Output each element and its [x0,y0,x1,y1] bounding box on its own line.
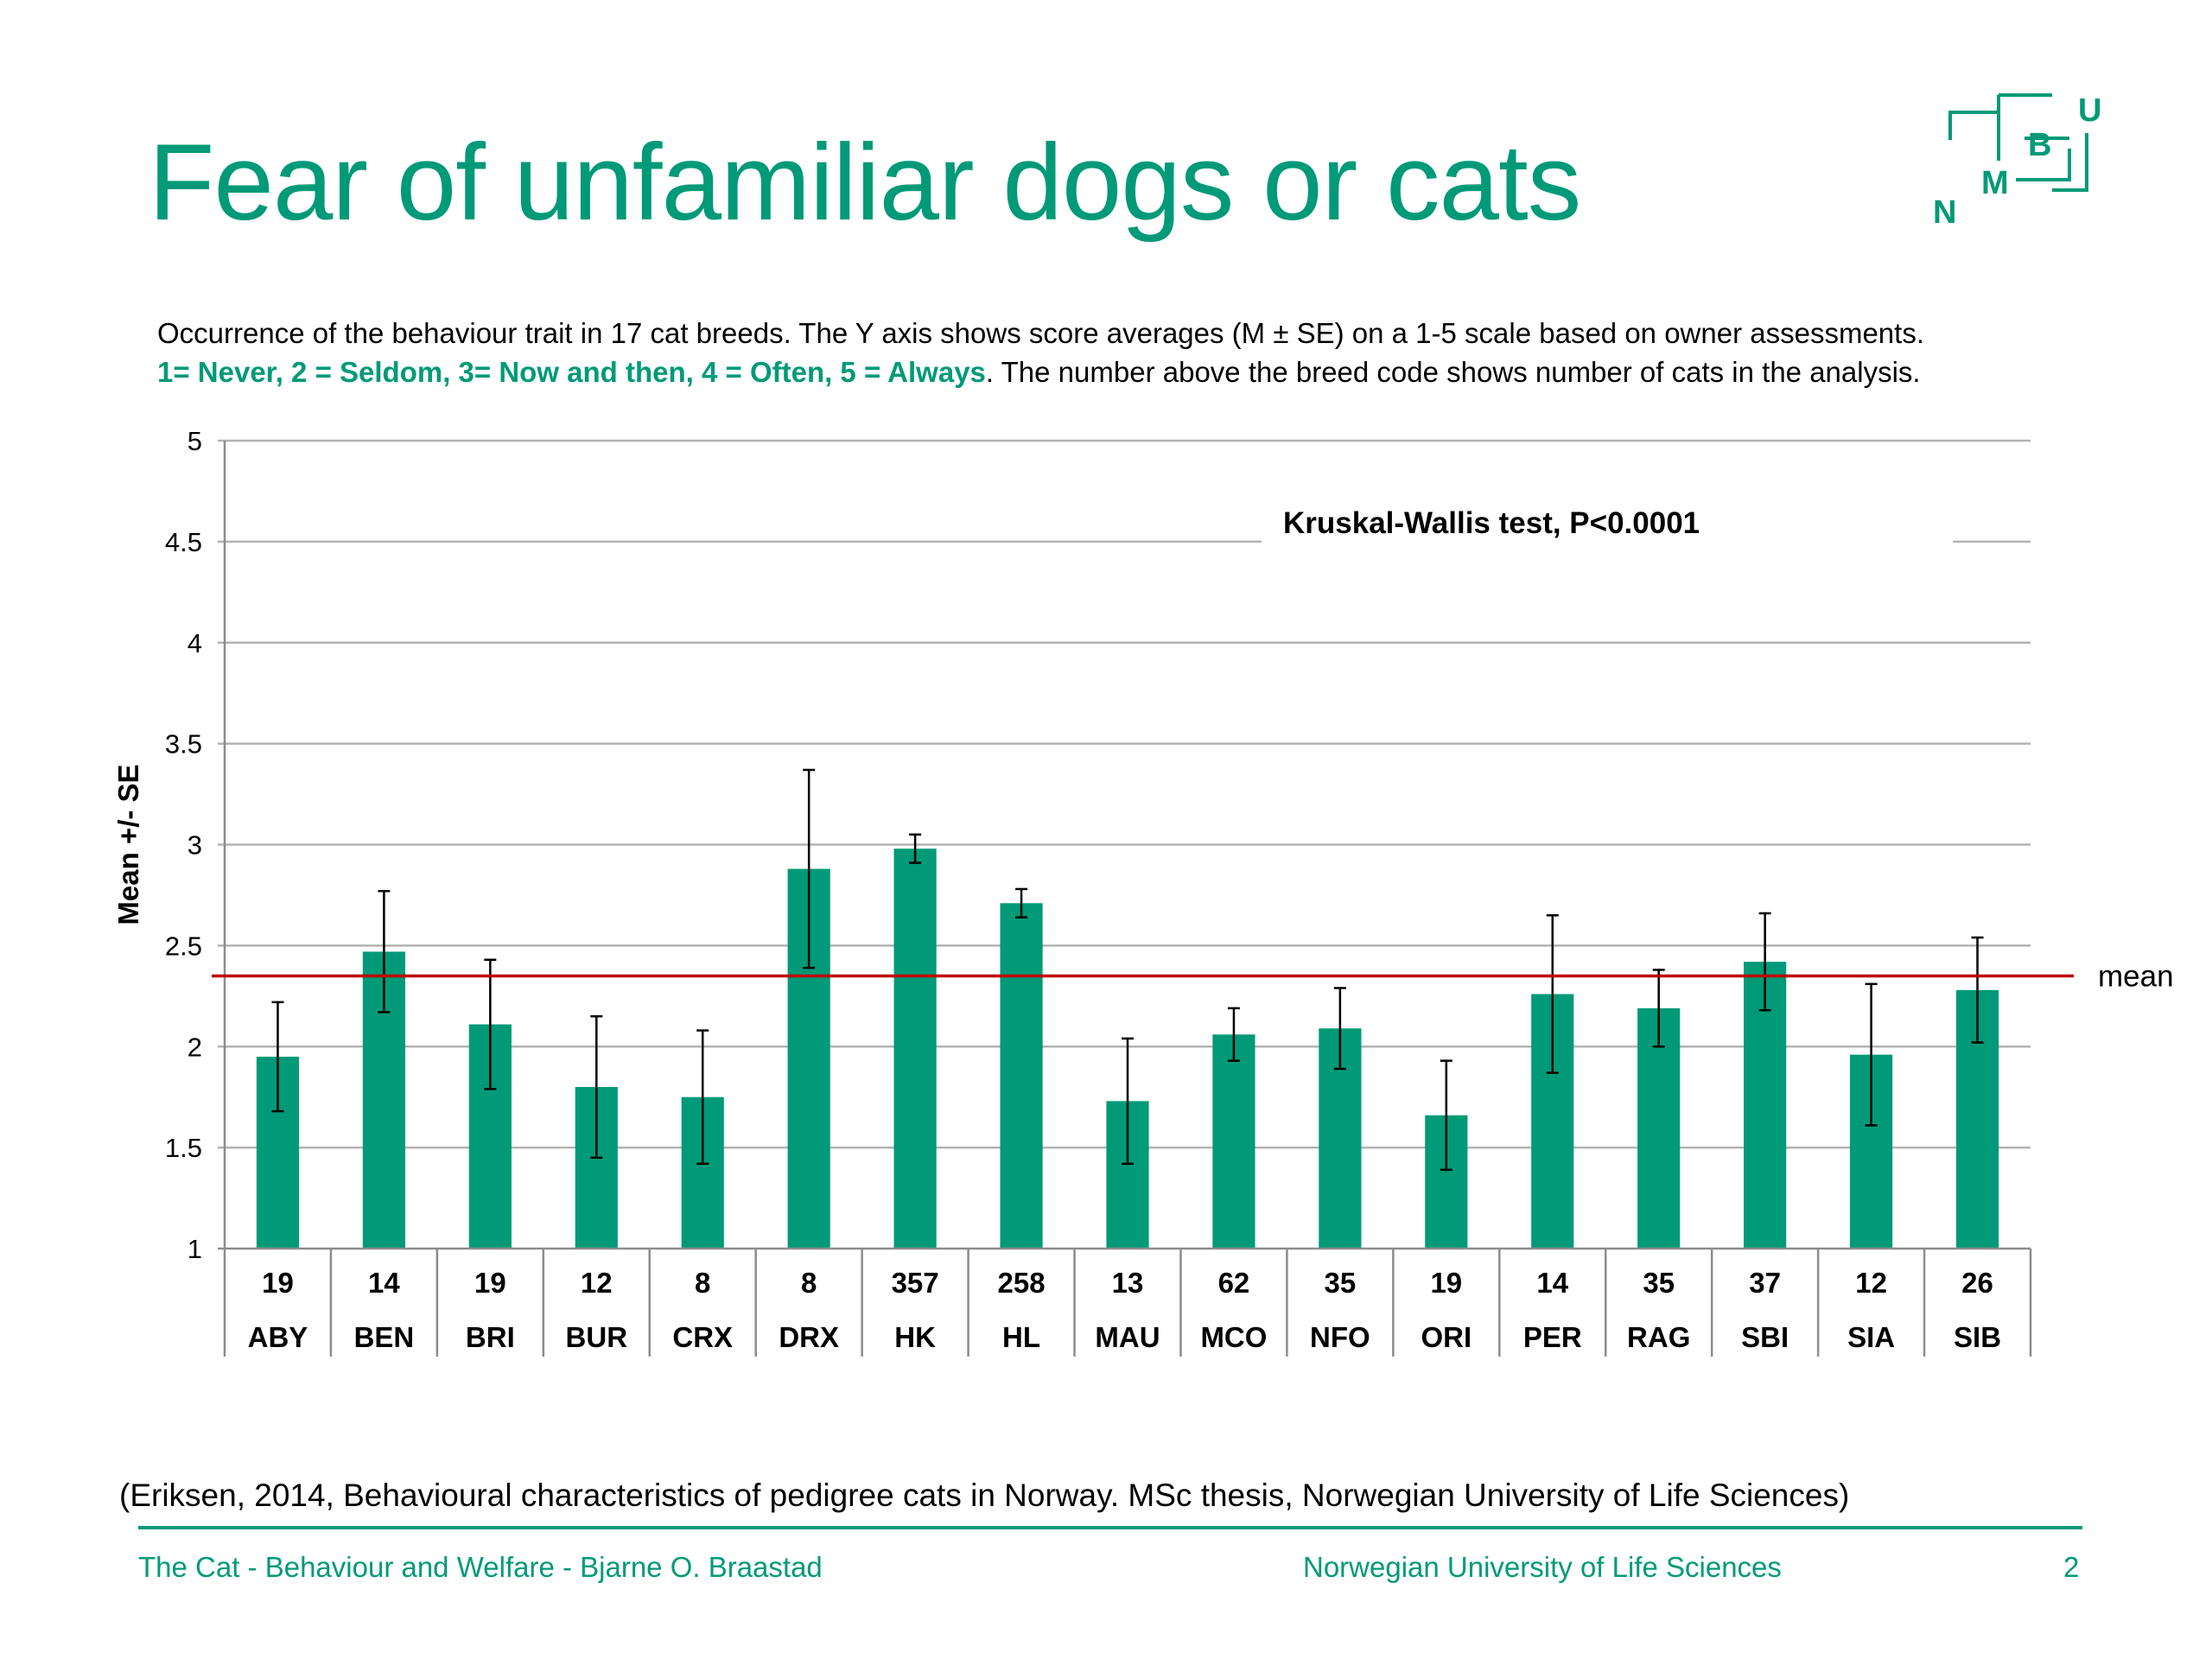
breed-code-label: MAU [1095,1321,1160,1353]
footer-university: Norwegian University of Life Sciences [1303,1551,1782,1583]
breed-code-label: BRI [466,1321,515,1353]
footer-course-title: The Cat - Behaviour and Welfare - Bjarne… [138,1551,823,1583]
cat-count-label: 14 [1536,1267,1568,1299]
breed-code-label: HK [894,1321,936,1353]
y-tick-label: 1 [188,1234,202,1264]
breed-code-label: SBI [1741,1321,1789,1353]
bar-chart: 1 1.5 2 2.5 3 3.5 4 4.5 5 Mean +/- SE Kruskal-Wall… [112,426,2174,1357]
bar [893,849,937,1249]
subtitle-line-1: Occurrence of the behaviour trait in 17 … [157,317,1924,349]
y-tick-label: 2.5 [165,931,202,961]
y-tick-label: 4.5 [165,527,202,557]
y-tick-label: 2 [188,1032,202,1062]
annotation-background [1262,497,1953,552]
y-axis-title: Mean +/- SE [112,764,144,925]
logo-letter-u: U [2078,92,2101,129]
breed-code-label: MCO [1200,1321,1267,1353]
y-tick-label: 1.5 [165,1133,202,1163]
bar [1000,903,1043,1249]
cat-count-label: 26 [1961,1267,1993,1299]
cat-count-label: 12 [1855,1267,1887,1299]
page-number: 2 [2063,1551,2080,1583]
cat-count-label: 8 [801,1267,817,1299]
cat-count-label: 19 [1430,1267,1462,1299]
cat-count-label: 357 [892,1267,939,1299]
breed-code-label: HL [1002,1321,1040,1353]
logo-letter-n: N [1933,194,1956,231]
breed-code-label: BEN [354,1321,415,1353]
cat-count-label: 19 [474,1267,506,1299]
kruskal-wallis-annotation: Kruskal-Wallis test, P<0.0001 [1283,506,1700,540]
cat-count-label: 8 [695,1267,710,1299]
breed-code-label: RAG [1627,1321,1690,1353]
cat-count-label: 37 [1749,1267,1781,1299]
y-tick-label: 5 [188,426,202,456]
y-tick-label: 3.5 [165,729,202,760]
breed-code-label: SIB [1954,1321,2001,1353]
breed-code-label: NFO [1310,1321,1370,1353]
cat-count-label: 35 [1325,1267,1357,1299]
logo-letter-b: B [2028,127,2051,163]
slide-subtitle: Occurrence of the behaviour trait in 17 … [157,314,2093,391]
cat-count-label: 14 [368,1267,400,1299]
y-tick-label: 4 [188,628,202,658]
breed-code-label: PER [1523,1321,1582,1353]
score-scale-legend: 1= Never, 2 = Seldom, 3= Now and then, 4… [157,356,986,388]
logo-letter-m: M [1981,165,2009,201]
y-tick-label: 3 [188,830,202,861]
bar [1212,1034,1255,1249]
breed-code-label: DRX [779,1321,839,1353]
mean-line-label: mean [2098,959,2174,993]
cat-count-label: 13 [1112,1267,1144,1299]
cat-count-label: 12 [581,1267,613,1299]
footer-divider [138,1526,2082,1529]
citation: (Eriksen, 2014, Behavioural characterist… [119,1478,1850,1513]
breed-code-label: ABY [248,1321,308,1353]
bar [1637,1007,1681,1249]
breed-code-label: BUR [566,1321,628,1353]
breed-code-label: CRX [672,1321,733,1353]
slide-title: Fear of unfamiliar dogs or cats [149,123,1581,243]
subtitle-count-note: . The number above the breed code shows … [985,356,1921,388]
cat-count-label: 19 [262,1267,294,1299]
subtitle-line-2: 1= Never, 2 = Seldom, 3= Now and then, 4… [157,353,2093,391]
cat-count-label: 62 [1218,1267,1250,1299]
breed-code-label: ORI [1421,1321,1471,1353]
cat-count-label: 258 [998,1267,1046,1299]
breed-code-label: SIA [1847,1321,1895,1353]
cat-count-label: 35 [1643,1267,1675,1299]
nmbu-logo: N M B U [1933,92,2101,231]
